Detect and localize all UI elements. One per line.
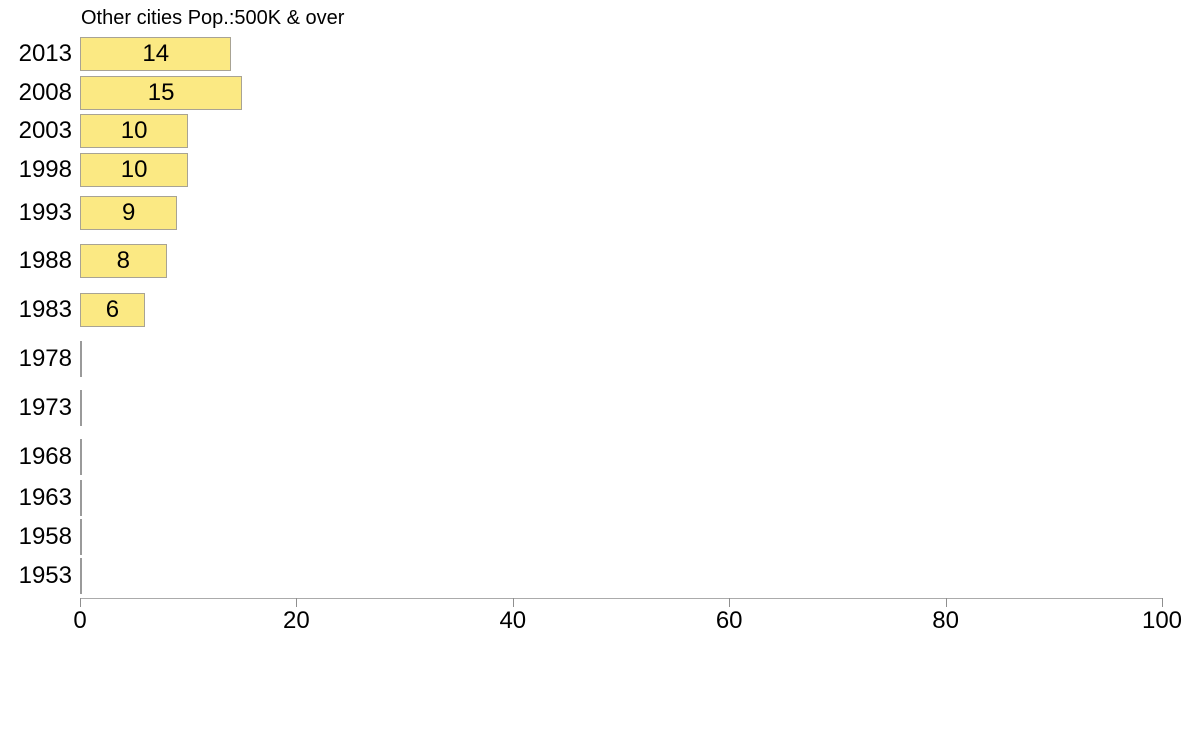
x-tick-mark — [945, 598, 947, 607]
x-tick-label: 60 — [715, 607, 743, 634]
bar: 8 — [80, 244, 167, 278]
bar-row: 1993 9 — [0, 193, 1170, 233]
bar: 10 — [80, 114, 189, 148]
zero-value-bar — [80, 341, 82, 377]
zero-value-bar — [80, 390, 82, 426]
x-tick-label: 0 — [73, 607, 87, 634]
bar-row: 1958 — [0, 517, 1170, 557]
bar-row: 1953 — [0, 556, 1170, 596]
bar: 14 — [80, 37, 232, 71]
zero-value-bar — [80, 558, 82, 594]
x-tick-mark — [296, 598, 298, 607]
bar-row: 2003 10 — [0, 111, 1170, 151]
zero-value-bar — [80, 439, 82, 475]
year-label: 1983 — [18, 296, 72, 323]
bar: 6 — [80, 293, 145, 327]
bar-row: 1973 — [0, 388, 1170, 428]
x-tick-label: 80 — [932, 607, 959, 634]
x-tick-label: 40 — [499, 607, 527, 634]
chart-title: Other cities Pop.:500K & over — [81, 7, 345, 29]
year-label: 2003 — [18, 117, 72, 144]
zero-value-bar — [80, 480, 82, 516]
year-label: 1998 — [18, 156, 72, 183]
bar-row: 2013 14 — [0, 34, 1170, 74]
year-label: 2013 — [18, 40, 72, 67]
x-tick-label: 100 — [1141, 607, 1183, 634]
x-axis-line — [80, 598, 1162, 599]
bar-value-label: 10 — [120, 117, 148, 144]
bar-value-label: 14 — [142, 40, 170, 67]
bar-row: 1988 8 — [0, 241, 1170, 281]
zero-value-bar — [80, 519, 82, 555]
year-label: 1993 — [18, 199, 72, 226]
year-label: 1968 — [18, 443, 72, 470]
x-tick-mark — [512, 598, 514, 607]
year-label: 1963 — [18, 484, 72, 511]
year-label: 1988 — [18, 247, 72, 274]
bar-row: 2008 15 — [0, 73, 1170, 113]
bar-value-label: 10 — [120, 156, 148, 183]
bar-row: 1998 10 — [0, 150, 1170, 190]
bar-value-label: 6 — [105, 296, 120, 323]
bar-value-label: 9 — [122, 199, 136, 226]
bar-row: 1978 — [0, 339, 1170, 379]
bar: 10 — [80, 153, 189, 187]
year-label: 1978 — [18, 345, 72, 372]
bar-row: 1968 — [0, 437, 1170, 477]
plot-area: 2013 14 2008 15 2003 10 1998 10 1993 9 1988 8 1983 6 1… — [0, 34, 1183, 634]
x-tick-mark — [729, 598, 731, 607]
legend: 6 Metropolitan citiesOther cities Pop.:5… — [0, 640, 1188, 730]
x-tick-mark — [80, 598, 81, 607]
x-tick-mark — [1162, 598, 1163, 607]
bar-row: 1983 6 — [0, 290, 1170, 330]
year-label: 1953 — [18, 562, 72, 589]
year-label: 2008 — [18, 79, 72, 106]
x-tick-label: 20 — [283, 607, 310, 634]
year-label: 1973 — [18, 394, 72, 421]
year-label: 1958 — [18, 523, 72, 550]
bar: 9 — [80, 196, 178, 230]
bar-row: 1963 — [0, 478, 1170, 518]
bar-value-label: 8 — [116, 247, 130, 274]
bar: 15 — [80, 76, 243, 110]
bar-value-label: 15 — [147, 79, 175, 106]
